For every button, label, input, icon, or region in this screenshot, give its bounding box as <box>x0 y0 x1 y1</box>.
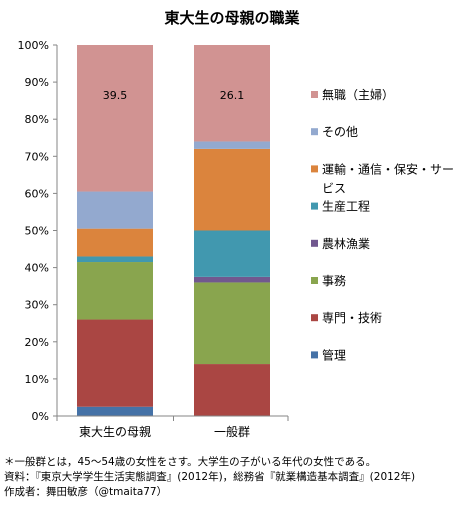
y-tick-label: 100% <box>18 39 49 52</box>
bar-segment-専門・技術-0 <box>77 319 153 407</box>
legend-swatch <box>311 202 318 210</box>
legend-item-その他: その他 <box>311 125 358 139</box>
bar-segment-管理-0 <box>77 406 153 416</box>
chart-title: 東大生の母親の職業 <box>164 9 300 27</box>
data-label: 26.1 <box>220 89 245 102</box>
legend-label: 運輸・通信・保安・サー <box>322 161 454 176</box>
legend-swatch <box>311 128 318 136</box>
bar-segment-無職-主婦--0 <box>77 45 153 192</box>
footnote-author: 作成者：舞田敏彦（@tmaita77） <box>4 486 168 498</box>
bar-segment-運輸・通信・保安・サービス-1 <box>194 148 270 231</box>
x-category-label: 東大生の母親 <box>79 425 151 439</box>
stacked-bar-chart: 東大生の母親の職業 0% 10% 20% 30% 40% 50% 60% 70% 80% 90% 1… <box>18 9 454 439</box>
bar-segment-生産工程-1 <box>194 230 270 277</box>
y-tick-label: 40% <box>25 262 49 275</box>
y-tick-label: 60% <box>25 187 49 200</box>
legend-item-農林漁業: 農林漁業 <box>311 237 370 251</box>
legend-item-管理: 管理 <box>311 347 346 362</box>
legend-swatch <box>311 91 318 98</box>
footnote-source: 資料：『東京大学学生生活実態調査』(2012年)，総務省『就業構造基本調査』(2… <box>4 471 416 483</box>
bar-segment-農林漁業-1 <box>194 276 270 283</box>
legend-swatch <box>311 277 318 284</box>
legend-label: 無職（主婦） <box>322 87 394 102</box>
bar-segment-運輸・通信・保安・サービス-0 <box>77 228 153 257</box>
legend-item-専門・技術: 専門・技術 <box>311 311 382 325</box>
y-tick-label: 30% <box>25 299 49 312</box>
legend-label: 事務 <box>322 274 346 288</box>
footnote-definition: ＊一般群とは，45～54歳の女性をさす。大学生の子がいる年代の女性である。 <box>4 456 377 468</box>
bar-segment-事務-0 <box>77 262 153 320</box>
legend-swatch <box>311 239 318 247</box>
legend-label: その他 <box>322 125 358 139</box>
bar-segment-事務-1 <box>194 282 270 365</box>
legend-swatch <box>311 314 318 322</box>
y-tick-label: 20% <box>25 336 49 349</box>
legend-label: 農林漁業 <box>322 237 370 251</box>
y-tick-label: 80% <box>25 113 49 126</box>
legend-label: 管理 <box>322 347 346 362</box>
x-category-label: 一般群 <box>214 424 250 439</box>
y-tick-label: 50% <box>25 225 49 238</box>
legend-item-生産工程: 生産工程 <box>311 199 370 214</box>
y-tick-label: 70% <box>25 150 49 163</box>
data-label: 39.5 <box>103 89 128 102</box>
footnotes: ＊一般群とは，45～54歳の女性をさす。大学生の子がいる年代の女性である。 資料… <box>4 455 464 500</box>
y-tick-label: 10% <box>25 373 49 386</box>
legend-item-事務: 事務 <box>311 274 346 288</box>
y-tick-label: 0% <box>32 410 49 423</box>
bar-segment-その他-1 <box>194 141 270 149</box>
legend-label: ビス <box>322 181 346 195</box>
bar-segment-無職-主婦--1 <box>194 45 270 142</box>
legend-item-無職-主婦-: 無職（主婦） <box>311 87 394 102</box>
y-tick-label: 90% <box>25 76 49 89</box>
legend-label: 専門・技術 <box>322 311 382 325</box>
bar-segment-その他-0 <box>77 191 153 229</box>
bar-segment-専門・技術-1 <box>194 364 270 416</box>
legend-label: 生産工程 <box>322 199 370 214</box>
bar-segment-生産工程-0 <box>77 256 153 263</box>
legend-swatch <box>311 351 318 359</box>
legend-swatch <box>311 165 318 173</box>
